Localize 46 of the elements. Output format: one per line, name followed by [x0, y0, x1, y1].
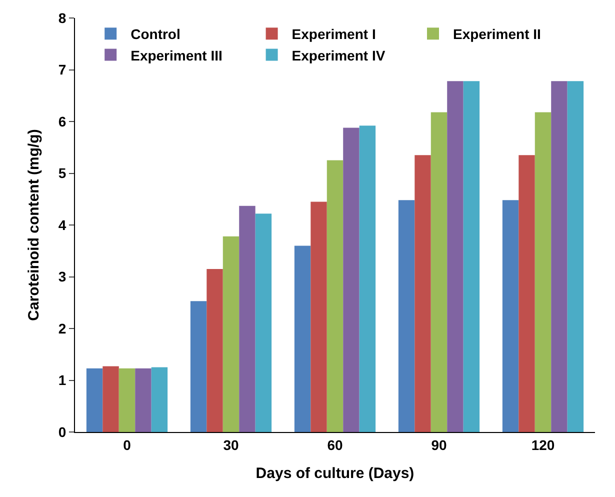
- y-tick-label: 4: [58, 216, 66, 233]
- bar: [222, 236, 240, 432]
- legend-label: Experiment IV: [292, 47, 386, 64]
- bar: [463, 81, 480, 432]
- legend-label: Experiment III: [130, 47, 222, 64]
- y-tick-label: 0: [58, 424, 66, 440]
- bar: [294, 246, 311, 432]
- y-tick-label: 7: [58, 62, 66, 78]
- legend-label: Control: [130, 26, 180, 42]
- bar: [255, 214, 272, 432]
- y-tick-label: 6: [58, 113, 66, 130]
- bar: [206, 268, 223, 432]
- y-tick-label: 5: [58, 165, 66, 182]
- bar: [359, 126, 376, 432]
- y-tick-label: 1: [58, 372, 66, 388]
- bar: [86, 368, 103, 432]
- y-axis-title: Caroteinoid content (mg/g): [26, 129, 43, 321]
- bar: [534, 112, 552, 432]
- x-axis-title: Days of culture (Days): [256, 464, 414, 482]
- bar: [518, 155, 535, 432]
- x-tick-label: 120: [531, 436, 555, 453]
- bar: [135, 368, 152, 432]
- y-tick-label: 2: [58, 320, 66, 336]
- bar: [151, 367, 168, 432]
- bar: [551, 81, 568, 432]
- bar: [502, 200, 519, 432]
- x-tick-label: 60: [327, 436, 343, 453]
- bar: [430, 112, 448, 432]
- x-tick-label: 90: [431, 436, 447, 453]
- y-tick-label: 3: [58, 268, 66, 285]
- x-tick-label: 30: [223, 436, 239, 453]
- bar: [190, 301, 207, 432]
- x-tick-label: 0: [123, 436, 132, 453]
- y-tick-label: 8: [58, 10, 66, 26]
- bar: [239, 206, 256, 432]
- bar: [343, 128, 360, 432]
- bar: [567, 81, 584, 432]
- bar: [118, 368, 136, 432]
- bar: [102, 366, 119, 432]
- legend-label: Experiment II: [453, 26, 541, 42]
- bar: [414, 155, 431, 432]
- bar: [447, 81, 464, 432]
- bar: [398, 200, 415, 432]
- legend-label: Experiment I: [292, 26, 376, 42]
- bar: [310, 202, 327, 432]
- bar: [326, 160, 344, 432]
